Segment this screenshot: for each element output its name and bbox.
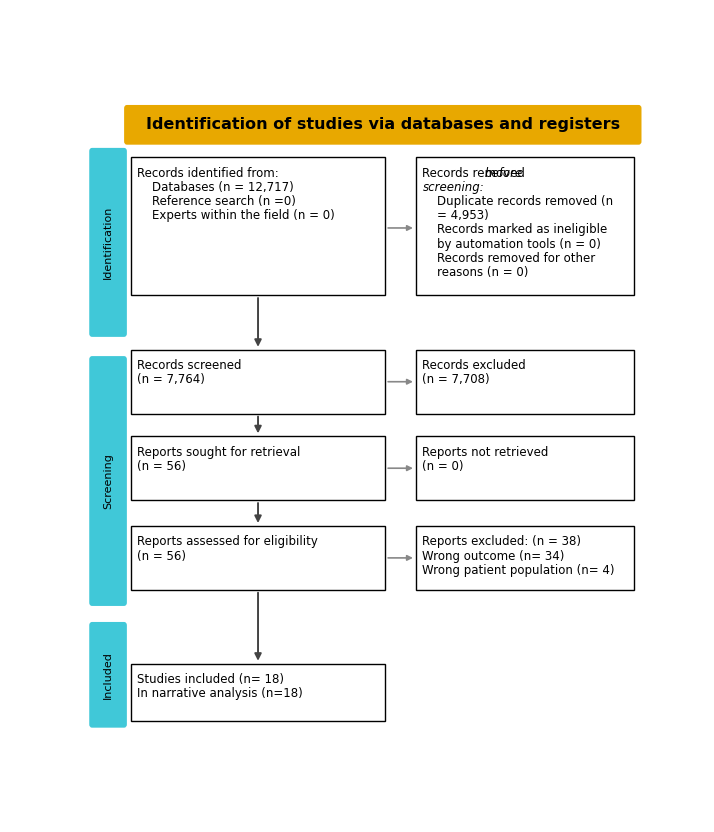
Text: Reference search (n =0): Reference search (n =0) [137,196,296,208]
FancyBboxPatch shape [416,526,634,590]
FancyBboxPatch shape [89,148,127,337]
Text: In narrative analysis (n=18): In narrative analysis (n=18) [137,687,303,701]
Text: (n = 0): (n = 0) [423,460,464,473]
Text: Wrong outcome (n= 34): Wrong outcome (n= 34) [423,550,565,562]
Text: Reports excluded: (n = 38): Reports excluded: (n = 38) [423,536,581,548]
Text: Duplicate records removed (n: Duplicate records removed (n [423,196,613,208]
Text: (n = 7,708): (n = 7,708) [423,374,490,386]
Text: Identification: Identification [103,206,113,279]
Text: Records removed: Records removed [423,167,529,180]
FancyBboxPatch shape [89,622,127,728]
Text: = 4,953): = 4,953) [423,210,489,222]
Text: Reports assessed for eligibility: Reports assessed for eligibility [137,536,318,548]
FancyBboxPatch shape [416,157,634,295]
Text: reasons (n = 0): reasons (n = 0) [423,265,529,279]
Text: screening:: screening: [423,181,484,194]
Text: (n = 56): (n = 56) [137,550,186,562]
FancyBboxPatch shape [416,436,634,500]
Text: Reports sought for retrieval: Reports sought for retrieval [137,446,301,458]
FancyBboxPatch shape [89,356,127,606]
FancyBboxPatch shape [131,436,386,500]
FancyBboxPatch shape [416,349,634,414]
Text: Identification of studies via databases and registers: Identification of studies via databases … [146,117,620,132]
FancyBboxPatch shape [131,349,386,414]
Text: before: before [484,167,523,180]
Text: (n = 7,764): (n = 7,764) [137,374,205,386]
FancyBboxPatch shape [131,526,386,590]
Text: Included: Included [103,651,113,699]
Text: Records excluded: Records excluded [423,359,526,372]
Text: (n = 56): (n = 56) [137,460,186,473]
Text: Screening: Screening [103,453,113,509]
Text: Records marked as ineligible: Records marked as ineligible [423,224,608,236]
FancyBboxPatch shape [131,157,386,295]
Text: Reports not retrieved: Reports not retrieved [423,446,549,458]
Text: Records removed for other: Records removed for other [423,251,595,265]
Text: Records identified from:: Records identified from: [137,167,279,180]
Text: Records screened: Records screened [137,359,242,372]
Text: Wrong patient population (n= 4): Wrong patient population (n= 4) [423,563,615,577]
Text: Databases (n = 12,717): Databases (n = 12,717) [137,181,294,194]
Text: Experts within the field (n = 0): Experts within the field (n = 0) [137,210,335,222]
FancyBboxPatch shape [124,105,641,145]
FancyBboxPatch shape [131,664,386,721]
Text: by automation tools (n = 0): by automation tools (n = 0) [423,238,601,250]
Text: Studies included (n= 18): Studies included (n= 18) [137,673,284,686]
